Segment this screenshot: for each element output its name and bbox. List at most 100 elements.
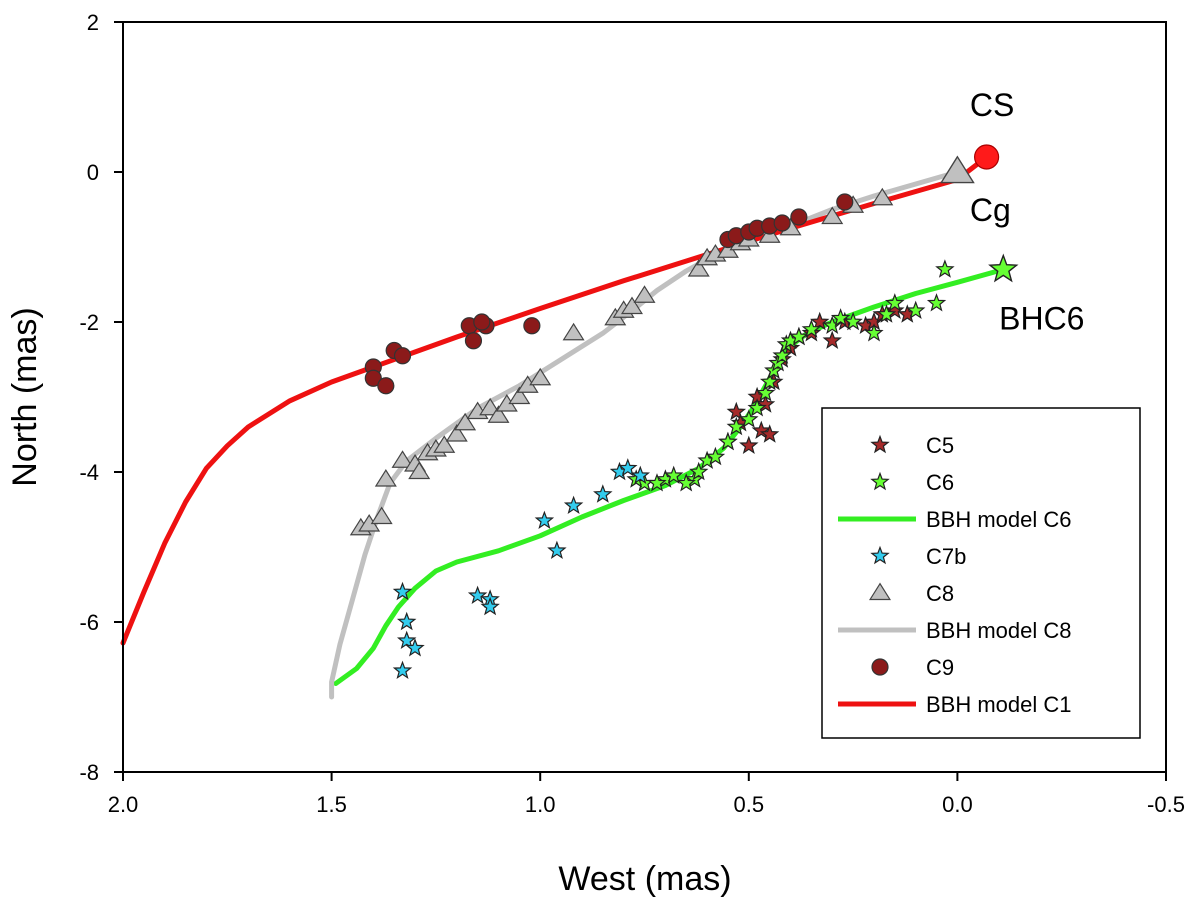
data-points [349, 144, 1019, 679]
c6-point [830, 308, 851, 327]
y-tick-label: -8 [79, 760, 99, 785]
legend-box [821, 407, 1141, 739]
c9-point [393, 347, 412, 365]
c7b-point [534, 510, 555, 529]
y-tick-label: -4 [79, 460, 99, 485]
c8-point [433, 435, 456, 453]
x-tick-label: -0.5 [1147, 792, 1185, 817]
legend-label: BBH model C6 [926, 507, 1072, 532]
c7b-point [396, 611, 417, 631]
c7b-point [630, 465, 651, 484]
c6-point [705, 446, 726, 466]
x-tick-label: 1.5 [316, 792, 347, 817]
axes: 2.0 1.5 1.0 0.5 0.0 -0.5 2 0 -2 -4 -6 -8 [79, 10, 1185, 817]
legend-swatch [868, 582, 892, 601]
c5-point [759, 424, 780, 443]
y-tick-label: -2 [79, 310, 99, 335]
c5-point [726, 401, 747, 421]
c5-point [809, 311, 830, 331]
c5-point [751, 420, 772, 439]
c8-point [408, 461, 431, 480]
c7b-point [480, 596, 500, 616]
annotation-cs: CS [970, 87, 1014, 123]
c6-point [759, 371, 780, 391]
c6-point [772, 345, 792, 364]
y-tick-label: -6 [79, 610, 99, 635]
c7b-point [392, 581, 413, 601]
c6-point [801, 319, 822, 338]
c6-point [676, 473, 696, 492]
c6-point [755, 383, 776, 402]
c6-point [926, 293, 947, 312]
c8-point [445, 424, 468, 442]
annotation-bhc6: BHC6 [999, 301, 1084, 337]
c8-point [508, 386, 531, 405]
annotations: CS Cg BHC6 [970, 87, 1085, 337]
annotation-cg: Cg [970, 192, 1011, 228]
c6-point [843, 311, 863, 331]
c8-point [821, 206, 844, 225]
c8-point [391, 450, 414, 468]
legend-label: C5 [926, 433, 954, 458]
c6-point [876, 304, 897, 323]
legend-swatch [870, 434, 890, 454]
c8-point [454, 412, 477, 431]
c5-point [885, 300, 905, 319]
c9-point [377, 377, 395, 395]
c6-point [663, 465, 684, 484]
x-tick-label: 0.0 [942, 792, 973, 817]
c7b-point [563, 495, 584, 514]
c6-point [864, 323, 884, 342]
c6-point [647, 473, 667, 492]
c7b-point [593, 484, 613, 503]
c6-point [726, 416, 747, 436]
c7b-point [396, 630, 417, 649]
y-axis-title: North (mas) [6, 307, 44, 486]
c9-point [473, 313, 491, 331]
c8-point [687, 259, 710, 277]
legend-swatch [871, 658, 889, 676]
cs-point [974, 144, 1000, 170]
plot-frame [122, 21, 1167, 773]
c8-endpoint-point [940, 155, 975, 184]
x-tick-label: 2.0 [108, 792, 139, 817]
c9-point [773, 214, 791, 232]
legend-swatch [870, 471, 890, 491]
c9-point [790, 208, 808, 226]
c6-point [885, 293, 905, 312]
legend-label: C7b [926, 544, 966, 569]
y-tick-label: 2 [87, 10, 99, 35]
c6-point [747, 398, 767, 417]
legend-label: BBH model C8 [926, 618, 1072, 643]
x-tick-label: 0.5 [734, 792, 765, 817]
legend-label: C9 [926, 655, 954, 680]
c8-point [620, 296, 643, 315]
c6-endpoint-point [988, 253, 1019, 283]
c8-point [562, 322, 585, 341]
c6-point [689, 461, 709, 481]
c5-point [755, 394, 776, 413]
c7b-point [392, 660, 413, 679]
c7b-point [618, 458, 638, 477]
c6-point [935, 259, 955, 278]
c9-point [523, 317, 541, 335]
c8-point [871, 187, 894, 206]
c9-point [364, 369, 382, 387]
c8-point [487, 405, 510, 423]
c5-point [739, 435, 759, 454]
x-tick-label: 1.0 [525, 792, 556, 817]
c8-point [633, 285, 656, 303]
c8-point [529, 367, 552, 386]
legend: C5 C6 BBH model C6 C7b C8 BBH model C8 C9 BBH m… [821, 407, 1141, 739]
c6-point [905, 300, 926, 319]
legend-label: C8 [926, 581, 954, 606]
c6-point [789, 326, 809, 346]
c8-point [370, 506, 393, 525]
legend-label: BBH model C1 [926, 692, 1072, 717]
c5-point [822, 330, 842, 349]
x-axis-title: West (mas) [558, 860, 731, 898]
legend-label: C6 [926, 470, 954, 495]
c6-point [718, 431, 738, 451]
c9-point [836, 193, 854, 211]
